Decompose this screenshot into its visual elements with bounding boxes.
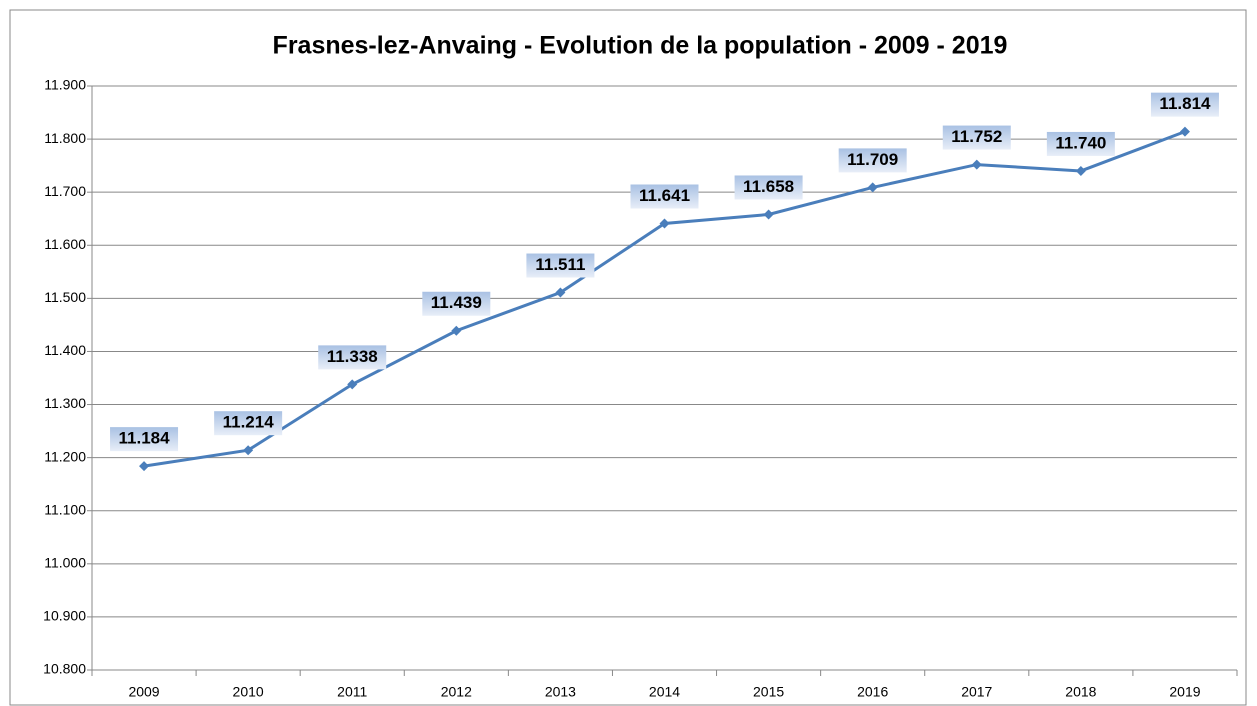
y-tick-label: 10.800	[43, 661, 86, 677]
data-label: 11.184	[119, 429, 171, 448]
marker	[867, 182, 878, 193]
marker	[1075, 165, 1086, 176]
x-tick-label: 2013	[545, 684, 576, 700]
data-label: 11.814	[1159, 94, 1211, 113]
y-tick-label: 11.400	[44, 342, 86, 358]
marker	[555, 287, 566, 298]
data-label: 11.752	[951, 127, 1002, 146]
x-tick-label: 2018	[1065, 684, 1096, 700]
data-label: 11.709	[847, 150, 898, 169]
y-tick-label: 11.200	[44, 448, 86, 464]
y-tick-label: 11.600	[44, 236, 86, 252]
y-tick-label: 11.800	[44, 130, 86, 146]
x-tick-label: 2012	[441, 684, 472, 700]
data-label: 11.511	[535, 255, 585, 274]
marker	[659, 218, 670, 229]
marker	[139, 461, 150, 472]
data-label: 11.338	[327, 347, 378, 366]
data-label-box	[942, 125, 1011, 150]
marker	[1179, 126, 1190, 137]
y-tick-label: 10.900	[43, 608, 86, 624]
y-tick-label: 11.500	[44, 289, 86, 305]
chart-title: Frasnes-lez-Anvaing - Evolution de la po…	[273, 32, 1008, 60]
marker	[347, 379, 358, 390]
data-label: 11.641	[639, 186, 690, 205]
marker	[971, 159, 982, 170]
data-label: 11.439	[431, 293, 482, 312]
data-label-box	[214, 411, 283, 436]
y-tick-label: 11.900	[44, 77, 86, 93]
data-label-box	[630, 184, 699, 209]
marker	[243, 445, 254, 456]
x-tick-label: 2010	[233, 684, 264, 700]
x-tick-label: 2011	[337, 684, 367, 700]
x-tick-label: 2019	[1169, 684, 1200, 700]
data-label: 11.658	[743, 177, 794, 196]
data-label-box	[1046, 131, 1115, 156]
data-label-box	[1150, 92, 1219, 117]
x-tick-label: 2016	[857, 684, 888, 700]
data-label-box	[110, 427, 179, 452]
x-tick-label: 2015	[753, 684, 784, 700]
data-label-box	[318, 345, 387, 370]
x-tick-label: 2009	[128, 684, 159, 700]
x-tick-label: 2017	[961, 684, 992, 700]
data-label-box	[526, 253, 595, 278]
y-tick-label: 11.700	[44, 183, 86, 199]
chart-border	[9, 9, 1247, 706]
marker	[451, 325, 462, 336]
data-label: 11.214	[223, 413, 275, 432]
marker	[763, 209, 774, 220]
y-tick-label: 11.000	[44, 555, 86, 571]
x-tick-label: 2014	[649, 684, 680, 700]
y-tick-label: 11.300	[44, 395, 86, 411]
y-tick-label: 11.100	[44, 501, 86, 517]
data-label-box	[838, 148, 907, 173]
data-label-box	[734, 175, 803, 200]
data-label: 11.740	[1055, 133, 1106, 152]
data-label-box	[422, 291, 491, 316]
